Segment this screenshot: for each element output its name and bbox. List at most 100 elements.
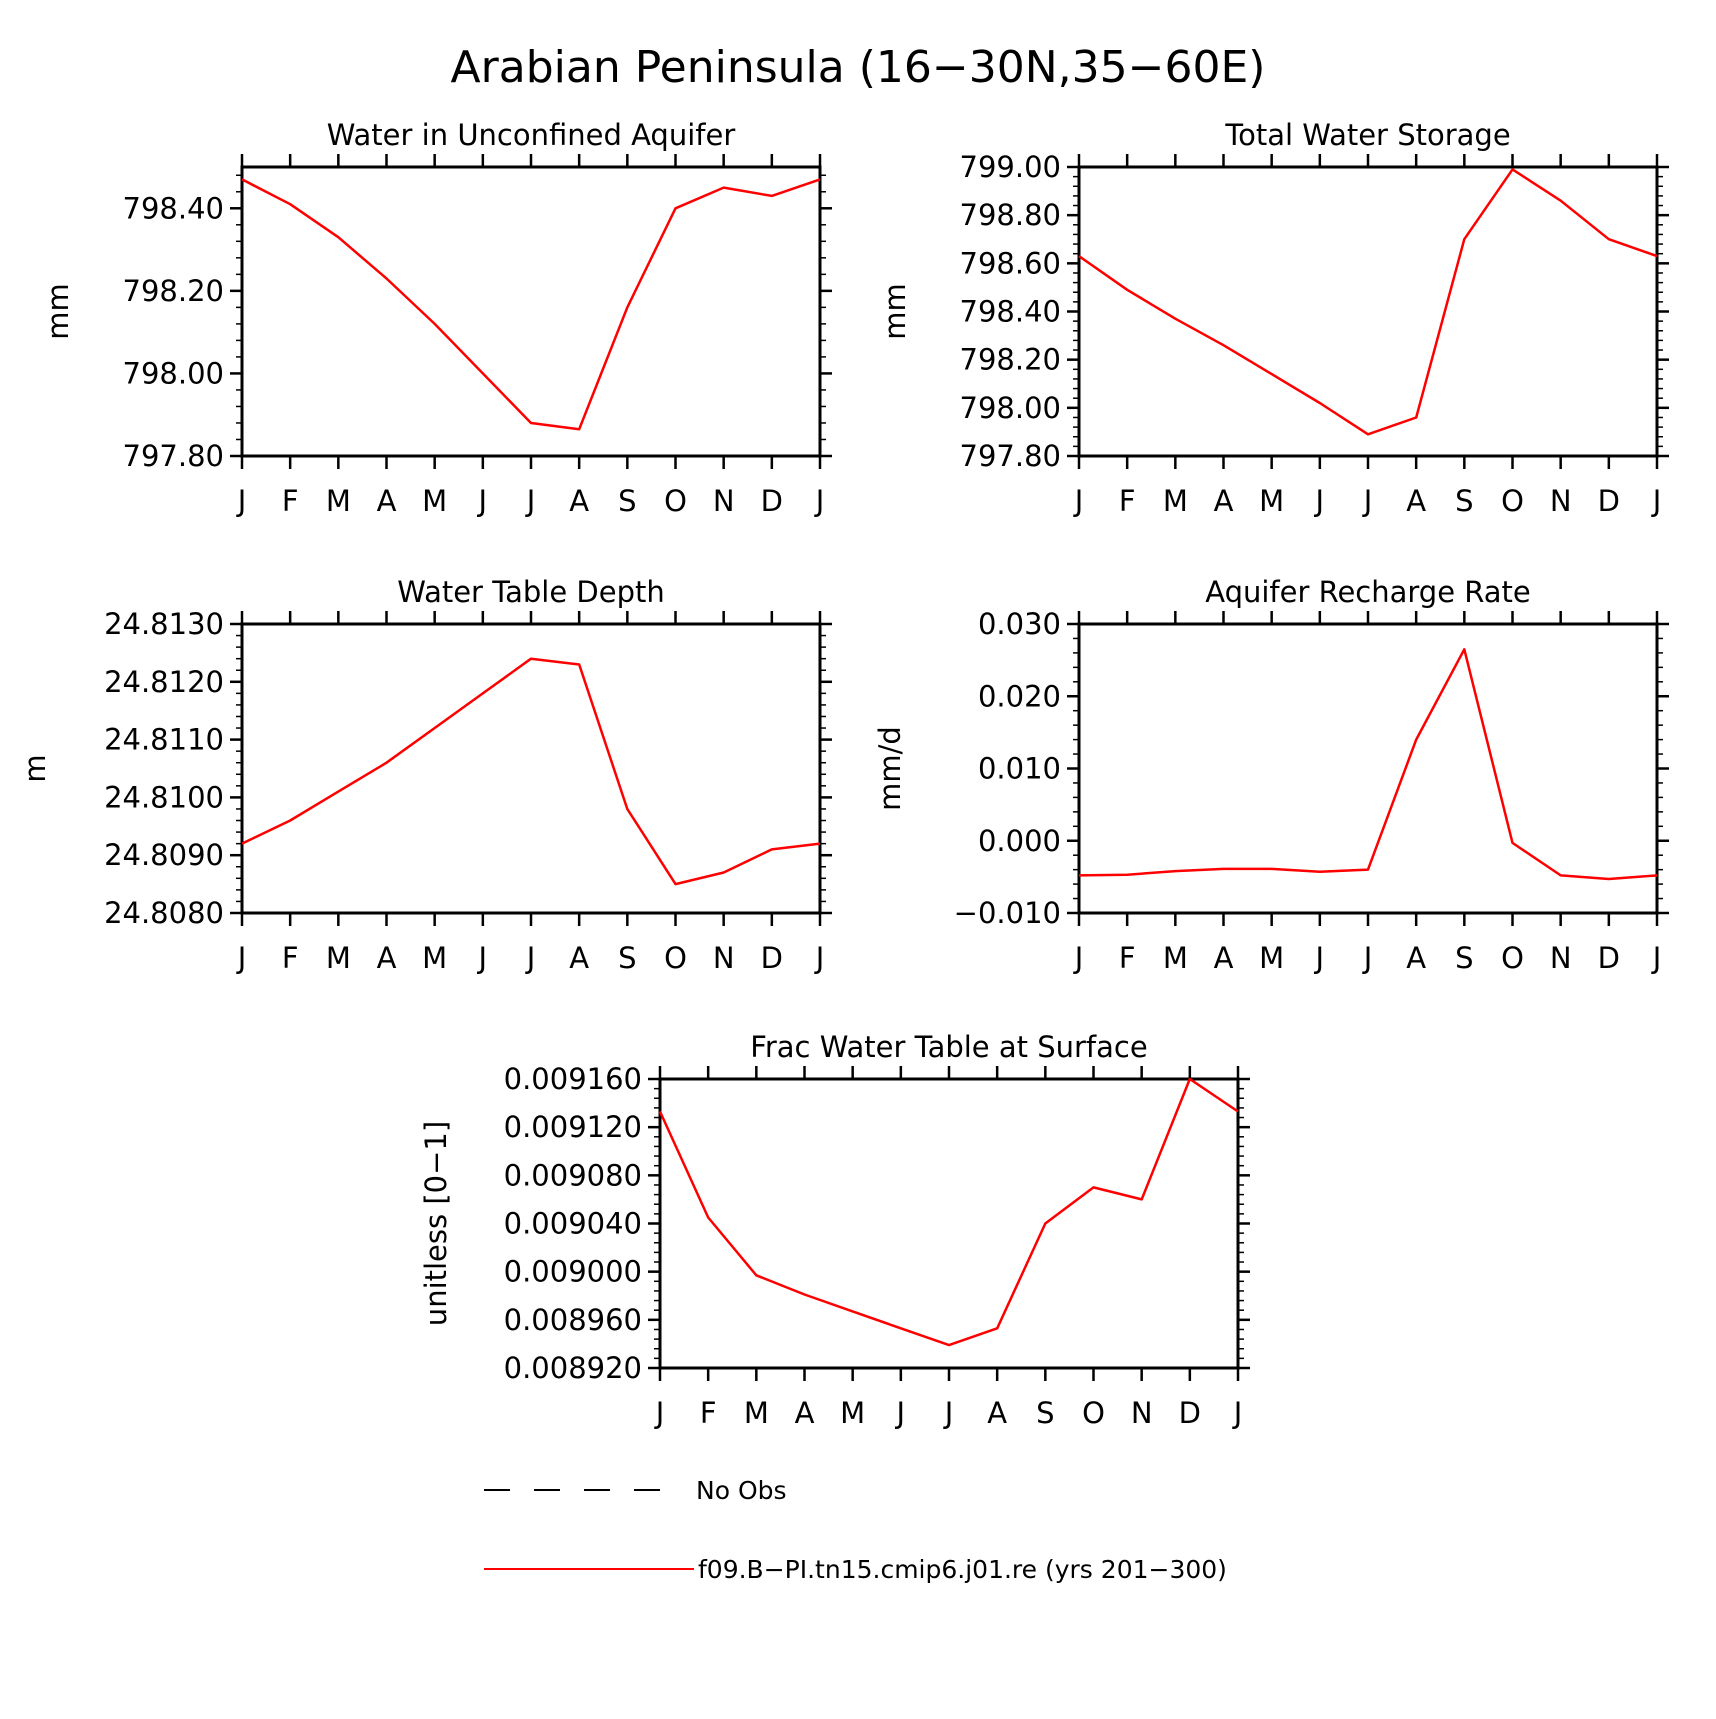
y-tick-label: 798.80 [960,198,1061,232]
plot-frame [240,165,822,458]
y-axis-label: mm/d [873,726,907,811]
x-tick-label: S [1455,484,1473,518]
x-tick-label: J [525,941,536,975]
figure-title: Arabian Peninsula (16−30N,35−60E) [451,42,1266,93]
x-tick-label: A [377,941,397,975]
x-tick-label: A [795,1396,815,1430]
y-tick-label: 24.8100 [104,780,224,814]
y-tick-label: 798.20 [960,343,1061,377]
x-tick-label: S [1036,1396,1054,1430]
x-tick-label: N [1131,1396,1153,1430]
series-line-1 [1078,168,1658,436]
y-tick-label: 24.8130 [104,607,224,641]
panel-title: Aquifer Recharge Rate [1205,575,1531,609]
x-tick-label: J [943,1396,954,1430]
y-tick-label: 0.009000 [504,1255,642,1289]
legend: No Obs f09.B−PI.tn15.cmip6.j01.re (yrs 2… [484,1476,1227,1584]
y-tick-label: 0.009040 [504,1207,642,1241]
x-tick-label: J [1073,484,1084,518]
y-tick-label: 799.00 [960,150,1061,184]
x-tick-label: O [1501,484,1524,518]
x-tick-label: M [1163,941,1188,975]
plot-frame [240,622,822,915]
y-tick-label: 0.008920 [504,1351,642,1385]
y-tick-label: 0.000 [978,824,1061,858]
y-tick-label: 798.40 [123,191,224,225]
legend-model-label: f09.B−PI.tn15.cmip6.j01.re (yrs 201−300) [698,1555,1227,1584]
x-tick-label: S [618,941,636,975]
x-tick-label: J [814,484,825,518]
x-tick-label: D [761,484,783,518]
x-tick-label: F [700,1396,717,1430]
x-tick-label: S [1455,941,1473,975]
y-tick-label: 798.00 [123,356,224,390]
x-tick-label: A [569,484,589,518]
y-tick-label: 797.80 [123,439,224,473]
x-tick-label: O [664,484,687,518]
y-tick-label: 0.010 [978,752,1061,786]
x-tick-label: J [477,941,488,975]
x-tick-label: J [1362,941,1373,975]
legend-obs-label: No Obs [696,1476,787,1505]
x-tick-label: M [422,484,447,518]
panel-title: Water in Unconfined Aquifer [327,118,736,152]
x-tick-label: J [1314,484,1325,518]
y-tick-label: −0.010 [954,896,1061,930]
x-tick-label: J [814,941,825,975]
y-tick-label: 0.009080 [504,1158,642,1192]
x-tick-label: O [1501,941,1524,975]
y-tick-label: 798.40 [960,295,1061,329]
x-tick-label: O [1082,1396,1105,1430]
y-tick-label: 797.80 [960,439,1061,473]
y-tick-label: 0.020 [978,679,1061,713]
x-tick-label: J [1651,484,1662,518]
x-tick-label: N [713,941,735,975]
x-tick-label: M [1259,941,1284,975]
x-tick-label: M [840,1396,865,1430]
x-tick-label: N [713,484,735,518]
x-tick-label: A [569,941,589,975]
series-line-1 [658,1077,1239,1347]
x-tick-label: A [1214,941,1234,975]
x-tick-label: J [1073,941,1084,975]
chart-panel-3: Water Table Depth 24.8080 24.8090 24.8100 24… [18,575,832,975]
x-tick-label: J [525,484,536,518]
y-tick-label: 24.8080 [104,896,224,930]
x-tick-label: F [1119,941,1136,975]
x-tick-label: A [1406,941,1426,975]
y-tick-label: 24.8110 [104,723,224,757]
y-tick-label: 24.8120 [104,665,224,699]
x-tick-label: J [236,941,247,975]
y-axis-label: m [18,754,52,782]
chart-panel-1: Water in Unconfined Aquifer 797.80 798.00 7… [41,118,832,518]
x-tick-label: J [236,484,247,518]
x-tick-label: F [282,941,299,975]
y-tick-label: 24.8090 [104,838,224,872]
chart-panel-2: Total Water Storage 797.80 798.00 798.20 798… [878,118,1669,518]
plot-frame [658,1077,1240,1370]
x-tick-label: J [895,1396,906,1430]
x-tick-label: F [282,484,299,518]
x-tick-label: O [664,941,687,975]
x-tick-label: D [1598,484,1620,518]
panel-title: Water Table Depth [397,575,665,609]
y-axis-label: mm [878,283,912,340]
x-tick-label: J [1362,484,1373,518]
series-line-1 [241,178,821,431]
x-tick-label: D [761,941,783,975]
y-tick-label: 0.009120 [504,1110,642,1144]
x-tick-label: M [326,941,351,975]
y-tick-label: 0.030 [978,607,1061,641]
x-tick-label: F [1119,484,1136,518]
x-tick-label: A [377,484,397,518]
y-tick-label: 798.00 [960,391,1061,425]
y-tick-label: 0.008960 [504,1303,642,1337]
chart-panel-4: Aquifer Recharge Rate −0.010 0.000 0.010 0.0… [873,575,1669,975]
panel-title: Total Water Storage [1224,118,1510,152]
x-tick-label: N [1550,941,1572,975]
chart-panels: Water in Unconfined Aquifer 797.80 798.00 7… [18,118,1669,1430]
x-tick-label: D [1598,941,1620,975]
y-tick-label: 0.009160 [504,1062,642,1096]
x-tick-label: M [744,1396,769,1430]
